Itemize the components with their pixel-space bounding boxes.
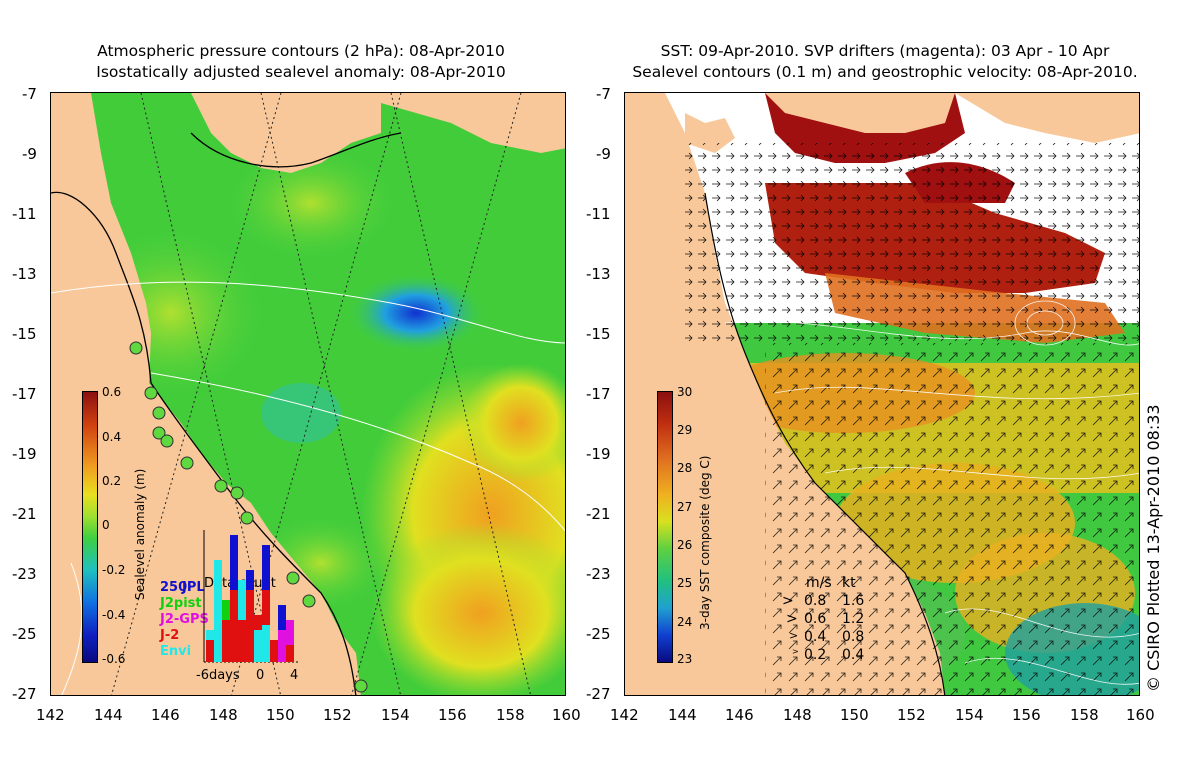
right-y-tick: -19 — [586, 445, 611, 463]
left-x-tick: 160 — [552, 706, 581, 724]
sealevel-colorbar-label: Sealevel anomaly (m) — [133, 468, 147, 600]
right-x-tick: 152 — [897, 706, 926, 724]
left-y-tick: -23 — [12, 565, 37, 583]
arrow-icon: > — [792, 647, 799, 656]
sealevel-colorbar-tick: 0.2 — [102, 474, 122, 488]
right-y-tick: -15 — [586, 325, 611, 343]
data-count-inset: 250 Data count JPL J2pist J2-GPS J-2 Env… — [158, 530, 308, 690]
right-y-tick: -7 — [596, 85, 611, 103]
sealevel-colorbar-tick: -0.4 — [102, 608, 126, 622]
left-map-title-2: Isostatically adjusted sealevel anomaly:… — [96, 63, 506, 81]
arrow-icon: > — [786, 611, 798, 627]
left-x-tick: 150 — [266, 706, 295, 724]
plot-credit: © CSIRO Plotted 13-Apr-2010 08:33 — [1144, 404, 1163, 692]
right-x-tick: 154 — [955, 706, 984, 724]
velocity-legend-ms: 0.2 — [804, 647, 827, 663]
sst-colorbar-tick: 30 — [677, 385, 693, 399]
right-y-tick: -13 — [586, 265, 611, 283]
sst-colorbar-tick: 24 — [677, 615, 693, 629]
velocity-legend-kt: 1.2 — [842, 611, 865, 627]
left-x-tick: 158 — [496, 706, 525, 724]
right-map-title-1: SST: 09-Apr-2010. SVP drifters (magenta)… — [660, 42, 1110, 60]
right-y-tick: -23 — [586, 565, 611, 583]
mission-legend-envi: Envi — [160, 644, 192, 659]
velocity-legend-kt: 0.4 — [842, 647, 865, 663]
right-x-tick: 156 — [1012, 706, 1041, 724]
sealevel-colorbar-tick: -0.6 — [102, 652, 126, 666]
left-y-tick: -25 — [12, 625, 37, 643]
left-y-tick: -27 — [12, 685, 37, 703]
right-x-tick: 146 — [725, 706, 754, 724]
sst-colorbar-tick: 29 — [677, 423, 693, 437]
right-y-tick: -27 — [586, 685, 611, 703]
left-x-tick: 148 — [209, 706, 238, 724]
sst-colorbar-tick: 25 — [677, 576, 693, 590]
left-x-tick: 146 — [151, 706, 180, 724]
mission-legend-j2pist: J2pist — [160, 596, 202, 611]
arrow-icon: > — [782, 593, 794, 609]
sealevel-map-graphic — [51, 93, 565, 695]
right-map-title-2: Sealevel contours (0.1 m) and geostrophi… — [632, 63, 1138, 81]
left-x-tick: 144 — [94, 706, 123, 724]
right-x-tick: 160 — [1126, 706, 1155, 724]
left-y-tick: -17 — [12, 385, 37, 403]
velocity-legend-ms: 0.4 — [804, 629, 827, 645]
right-y-tick: -17 — [586, 385, 611, 403]
left-x-tick: 154 — [381, 706, 410, 724]
right-y-tick: -25 — [586, 625, 611, 643]
right-x-tick: 144 — [668, 706, 697, 724]
data-count-axis-label: 4 — [290, 668, 299, 683]
sealevel-colorbar-tick: 0.6 — [102, 385, 122, 399]
right-x-tick: 150 — [840, 706, 869, 724]
left-y-tick: -21 — [12, 505, 37, 523]
right-y-tick: -11 — [586, 205, 611, 223]
left-y-tick: -7 — [22, 85, 37, 103]
velocity-legend: m/s kt > 0.8 1.6 > 0.6 1.2 > 0.4 0.8 > 0… — [780, 575, 880, 665]
right-x-tick: 158 — [1070, 706, 1099, 724]
sst-colorbar — [657, 391, 673, 663]
sst-colorbar-tick: 26 — [677, 538, 693, 552]
sealevel-colorbar-tick: -0.2 — [102, 563, 126, 577]
right-y-tick: -9 — [596, 145, 611, 163]
sealevel-colorbar-tick: 0 — [102, 518, 110, 532]
right-x-tick: 142 — [610, 706, 639, 724]
data-count-axis-label: 0 — [256, 668, 265, 683]
data-count-scale: 250 — [160, 580, 188, 595]
data-count-bars — [203, 530, 298, 663]
sst-map — [624, 92, 1140, 696]
sst-colorbar-tick: 23 — [677, 652, 693, 666]
sealevel-colorbar-tick: 0.4 — [102, 430, 122, 444]
sst-map-graphic — [625, 93, 1139, 695]
left-map-title-1: Atmospheric pressure contours (2 hPa): 0… — [97, 42, 505, 60]
velocity-legend-kt-header: kt — [842, 575, 856, 591]
sealevel-colorbar — [82, 391, 98, 663]
velocity-legend-kt: 0.8 — [842, 629, 865, 645]
velocity-legend-ms: 0.6 — [804, 611, 827, 627]
velocity-legend-kt: 1.6 — [842, 593, 865, 609]
left-y-tick: -11 — [12, 205, 37, 223]
velocity-legend-ms: 0.8 — [804, 593, 827, 609]
mission-legend-jpl: JPL — [182, 580, 205, 595]
mission-legend-j2gps: J2-GPS — [160, 612, 209, 627]
sst-colorbar-label: 3-day SST composite (deg C) — [698, 455, 712, 630]
left-y-tick: -19 — [12, 445, 37, 463]
left-x-tick: 152 — [323, 706, 352, 724]
left-x-tick: 142 — [36, 706, 65, 724]
sst-colorbar-tick: 28 — [677, 461, 693, 475]
mission-legend-j2: J-2 — [160, 628, 180, 643]
right-x-tick: 148 — [783, 706, 812, 724]
left-y-tick: -13 — [12, 265, 37, 283]
data-count-axis-label: -6days — [196, 668, 240, 683]
left-y-tick: -9 — [22, 145, 37, 163]
right-y-tick: -21 — [586, 505, 611, 523]
velocity-legend-ms-header: m/s — [806, 575, 832, 591]
left-y-tick: -15 — [12, 325, 37, 343]
sst-colorbar-tick: 27 — [677, 500, 693, 514]
sealevel-anomaly-map — [50, 92, 566, 696]
arrow-icon: > — [789, 629, 799, 642]
left-x-tick: 156 — [438, 706, 467, 724]
